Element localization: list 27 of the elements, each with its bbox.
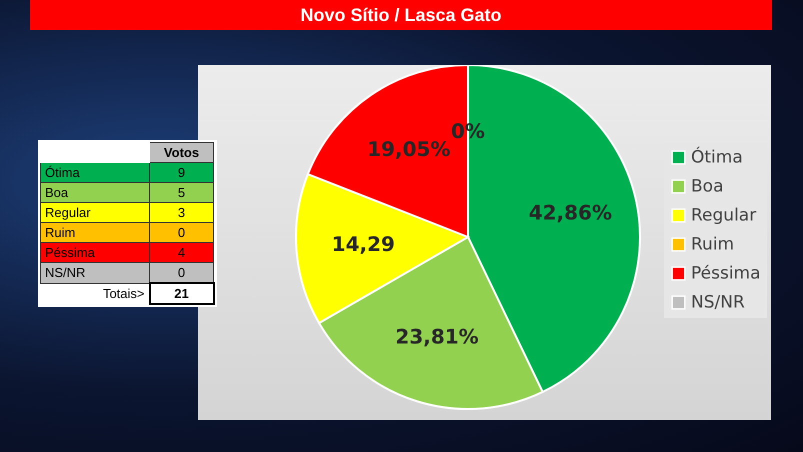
data-label: 23,81%: [395, 324, 479, 348]
legend-label: Péssima: [691, 264, 761, 284]
category-label: Ótima: [40, 162, 150, 182]
legend-label: Ótima: [691, 146, 743, 168]
data-label: 0: [150, 222, 214, 242]
data-label: 9: [150, 162, 214, 182]
category-label: Boa: [40, 182, 150, 202]
data-label: 42,86%: [528, 200, 612, 225]
text: Votos: [150, 142, 214, 162]
data-label: 3: [150, 202, 214, 222]
chart-title: Novo Sítio / Lasca Gato: [30, 0, 772, 30]
data-label: 5: [150, 182, 214, 202]
category-label: NS/NR: [40, 262, 150, 283]
data-label: 14,29: [332, 232, 395, 256]
text: Totais>: [40, 283, 150, 304]
legend-label: NS/NR: [691, 292, 745, 312]
category-label: Regular: [40, 202, 150, 222]
legend-label: Regular: [691, 206, 756, 226]
data-label: 4: [150, 242, 214, 262]
text: 0%: [451, 119, 485, 143]
data-label: 19,05%: [367, 137, 451, 162]
legend-label: Ruim: [691, 234, 734, 254]
category-label: Ruim: [40, 222, 150, 242]
text: 21: [150, 283, 214, 304]
category-label: Péssima: [40, 242, 150, 262]
legend-label: Boa: [691, 176, 724, 196]
data-label: 0: [150, 262, 214, 283]
